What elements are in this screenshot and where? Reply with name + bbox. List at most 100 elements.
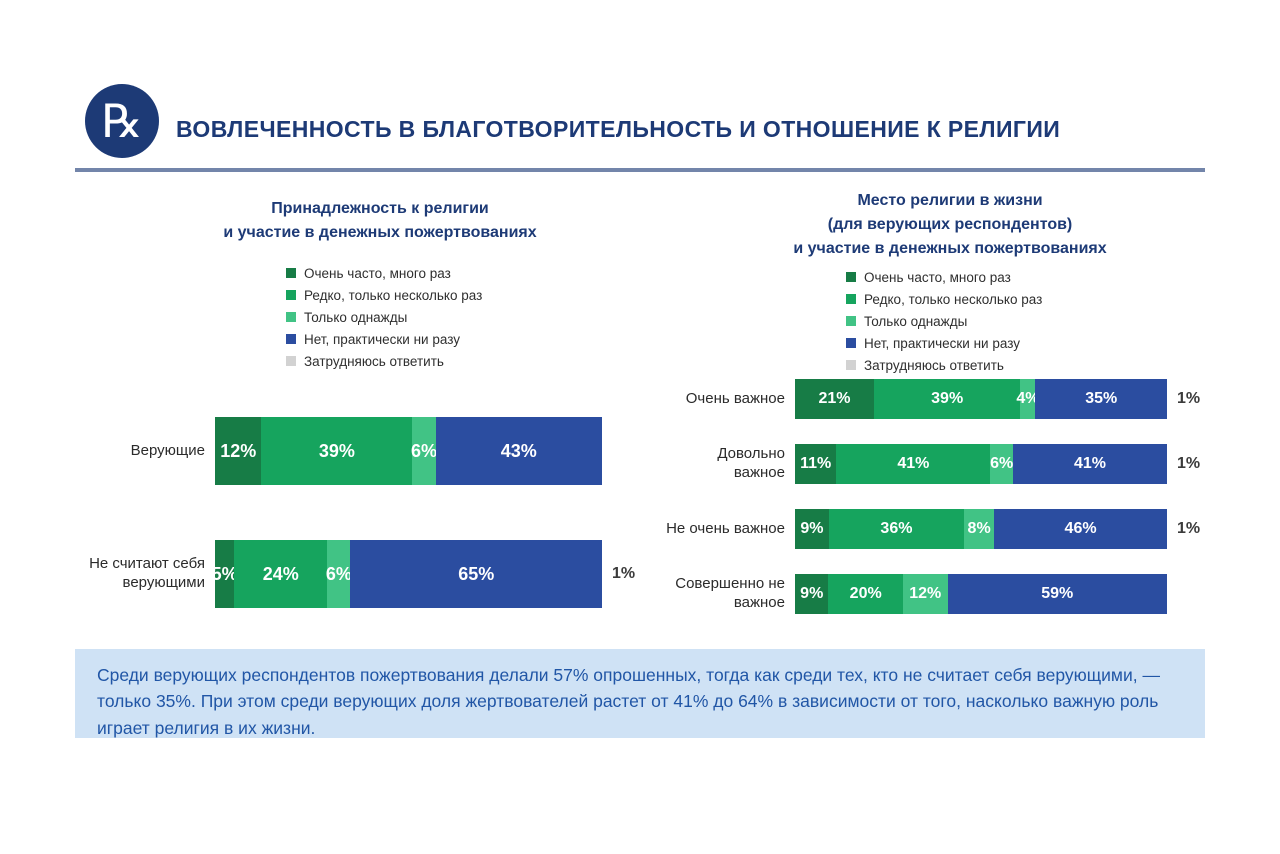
legend-item: Нет, практически ни разу xyxy=(286,328,482,350)
legend-label: Только однажды xyxy=(304,309,408,325)
legend-label: Очень часто, много раз xyxy=(864,269,1011,285)
hse-logo-glyph: ℞ xyxy=(101,94,143,148)
stacked-bar: 9% 36% 8% 46% xyxy=(795,509,1167,549)
bar-segment: 8% xyxy=(964,509,995,549)
bar-segment: 9% xyxy=(795,574,829,614)
stacked-bar: 21% 39% 4% 35% xyxy=(795,379,1167,419)
legend-swatch-icon xyxy=(286,334,296,344)
outside-value-label: 1% xyxy=(1177,455,1201,472)
bar-row: Довольно важное 11% 41% 6% 41% 1% xyxy=(651,444,1200,484)
bar-segment: 21% xyxy=(795,379,874,419)
chart-bars-right: Очень важное 21% 39% 4% 35% 1% Довольно важное 1… xyxy=(651,379,1200,639)
outside-value-label: 1% xyxy=(1177,520,1201,537)
legend-swatch-icon xyxy=(846,272,856,282)
bar-category-label-line: верующими xyxy=(122,574,205,591)
legend-label: Затрудняюсь ответить xyxy=(864,357,1004,373)
bar-row: Очень важное 21% 39% 4% 35% 1% xyxy=(651,379,1200,419)
bar-segment: 65% xyxy=(350,540,602,608)
bar-category-label-line: Довольно xyxy=(717,445,785,463)
bar-segment: 12% xyxy=(902,574,948,614)
summary-note: Среди верующих респондентов пожертвовани… xyxy=(75,649,1205,738)
legend-item: Очень часто, много раз xyxy=(846,266,1042,288)
bar-category-label-line: Очень важное xyxy=(685,389,785,407)
chart-title-right: Место религии в жизни (для верующих респо… xyxy=(690,189,1210,261)
bar-category-label-line: Не очень важное xyxy=(666,519,785,537)
stacked-bar: 5% 24% 6% 65% xyxy=(212,540,602,608)
bar-segment: 41% xyxy=(1012,444,1167,484)
chart-title-line: Место религии в жизни xyxy=(857,192,1043,209)
legend-swatch-icon xyxy=(846,360,856,370)
bar-category-label-line: важное xyxy=(733,594,785,611)
legend-item: Затрудняюсь ответить xyxy=(286,350,482,372)
legend-label: Только однажды xyxy=(864,313,968,329)
legend-label: Очень часто, много раз xyxy=(304,265,451,281)
bar-category-label: Не считают себя верующими xyxy=(85,555,215,593)
bar-segment: 9% xyxy=(795,509,829,549)
legend-item: Только однажды xyxy=(286,306,482,328)
legend-item: Нет, практически ни разу xyxy=(846,332,1042,354)
stacked-bar: 11% 41% 6% 41% xyxy=(795,444,1167,484)
bar-segment: 24% xyxy=(234,540,328,608)
bar-segment: 39% xyxy=(873,379,1021,419)
legend-label: Редко, только несколько раз xyxy=(864,291,1043,307)
chart-legend-left: Очень часто, много раз Редко, только неск… xyxy=(286,262,482,372)
chart-bars-left: Верующие 12% 39% 6% 43% Не считают себя верующ… xyxy=(85,417,635,663)
outside-value-label: 1% xyxy=(1177,390,1201,407)
summary-text: Среди верующих респондентов пожертвовани… xyxy=(97,665,1160,738)
bar-category-label-line: Не считают себя xyxy=(89,555,205,573)
legend-swatch-icon xyxy=(286,356,296,366)
bar-row: Совершенно не важное 9% 20% 12% 59% xyxy=(651,574,1200,614)
chart-title-line: и участие в денежных пожертвованиях xyxy=(793,240,1107,257)
bar-segment: 20% xyxy=(828,574,903,614)
chart-legend-right: Очень часто, много раз Редко, только неск… xyxy=(846,266,1042,376)
legend-swatch-icon xyxy=(286,268,296,278)
bar-row: Не очень важное 9% 36% 8% 46% 1% xyxy=(651,509,1200,549)
bar-segment: 6% xyxy=(326,540,352,608)
legend-swatch-icon xyxy=(846,316,856,326)
bar-category-label: Совершенно не важное xyxy=(651,575,795,613)
bar-segment: 5% xyxy=(212,540,238,608)
bar-segment: 41% xyxy=(836,444,991,484)
bar-segment: 6% xyxy=(990,444,1013,484)
bar-segment: 46% xyxy=(994,509,1167,549)
bar-category-label-line: важное xyxy=(733,464,785,481)
bar-category-label: Верующие xyxy=(85,442,215,461)
outside-value-label: 1% xyxy=(612,565,636,582)
legend-label: Нет, практически ни разу xyxy=(864,335,1020,351)
legend-label: Затрудняюсь ответить xyxy=(304,353,444,369)
page-title: ВОВЛЕЧЕННОСТЬ В БЛАГОТВОРИТЕЛЬНОСТЬ И ОТ… xyxy=(176,116,1061,143)
legend-swatch-icon xyxy=(846,294,856,304)
bar-category-label-line: Верующие xyxy=(130,441,205,459)
bar-segment: 39% xyxy=(261,417,413,485)
bar-segment: 6% xyxy=(411,417,437,485)
bar-category-label-line: Совершенно не xyxy=(675,575,785,593)
bar-segment: 4% xyxy=(1016,379,1040,419)
chart-title-line: и участие в денежных пожертвованиях xyxy=(223,224,537,241)
stacked-bar: 12% 39% 6% 43% xyxy=(215,417,602,485)
legend-item: Затрудняюсь ответить xyxy=(846,354,1042,376)
legend-item: Редко, только несколько раз xyxy=(846,288,1042,310)
bar-row: Верующие 12% 39% 6% 43% xyxy=(85,417,635,485)
legend-swatch-icon xyxy=(286,290,296,300)
legend-item: Только однажды xyxy=(846,310,1042,332)
bar-category-label: Довольно важное xyxy=(651,445,795,483)
hse-logo-icon: ℞ xyxy=(85,84,159,158)
header-divider xyxy=(75,168,1205,172)
stacked-bar: 9% 20% 12% 59% xyxy=(795,574,1168,614)
bar-segment: 35% xyxy=(1035,379,1167,419)
legend-label: Нет, практически ни разу xyxy=(304,331,460,347)
bar-segment: 36% xyxy=(828,509,965,549)
bar-segment: 11% xyxy=(795,444,837,484)
chart-title-line: (для верующих респондентов) xyxy=(827,216,1073,233)
bar-segment: 43% xyxy=(435,417,602,485)
legend-item: Очень часто, много раз xyxy=(286,262,482,284)
bar-row: Не считают себя верующими 5% 24% 6% 65% 1% xyxy=(85,540,635,608)
legend-swatch-icon xyxy=(286,312,296,322)
bar-segment: 12% xyxy=(215,417,262,485)
legend-swatch-icon xyxy=(846,338,856,348)
chart-title-left: Принадлежность к религии и участие в дене… xyxy=(130,197,630,245)
bar-category-label: Очень важное xyxy=(651,390,795,409)
chart-title-line: Принадлежность к религии xyxy=(271,200,489,217)
bar-category-label: Не очень важное xyxy=(651,520,795,539)
